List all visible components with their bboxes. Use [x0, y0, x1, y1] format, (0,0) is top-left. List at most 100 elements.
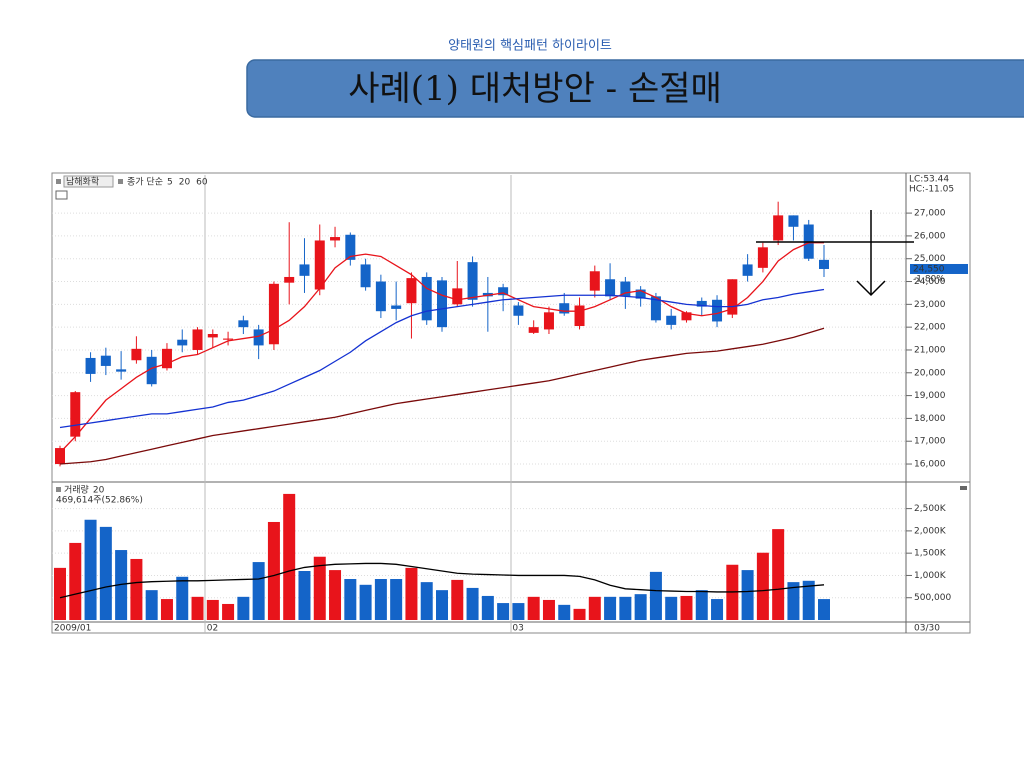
volume-bar [176, 576, 189, 620]
price-tag-box [910, 263, 968, 274]
y-tick-label: 19,000 [914, 391, 946, 401]
legend-entry: 20 [179, 178, 191, 188]
candle-body [207, 334, 218, 338]
volume-bar [619, 596, 632, 620]
volume-bar [283, 493, 296, 620]
y-tick-label: 500,000 [914, 593, 951, 603]
x-tick-label: 2009/01 [54, 624, 91, 634]
volume-bar [115, 550, 128, 620]
panel-icon [960, 486, 967, 490]
candle-body [543, 312, 554, 330]
volume-bar [329, 570, 342, 620]
volume-bar [130, 558, 143, 620]
volume-bar [145, 590, 158, 620]
hc-label: HC:-11.05 [909, 185, 954, 195]
candle-body [268, 283, 279, 345]
y-tick-label: 27,000 [914, 209, 946, 219]
y-tick-label: 22,000 [914, 323, 946, 333]
y-tick-label: 20,000 [914, 368, 946, 378]
volume-bar [54, 567, 66, 620]
volume-bar [160, 599, 173, 620]
settings-icon [55, 190, 68, 200]
volume-bar [818, 599, 830, 620]
candle-body [589, 271, 600, 291]
volume-bar [374, 579, 387, 620]
candle-body [605, 279, 616, 297]
y-tick-label: 24,000 [914, 277, 946, 287]
volume-bar [772, 529, 785, 620]
candle-body [345, 234, 356, 260]
candle-body [406, 278, 417, 304]
candle-body [314, 240, 325, 290]
y-tick-label: 16,000 [914, 460, 946, 470]
candle-body [85, 357, 96, 374]
volume-bar [558, 604, 571, 620]
candle-body [437, 280, 447, 328]
volume-bar [741, 570, 754, 620]
volume-bar [313, 556, 326, 620]
candle-body [559, 303, 570, 314]
candle-body [452, 288, 463, 305]
volume-bar [787, 582, 800, 620]
volume-bar [695, 590, 708, 620]
lc-label: LC:53.44 [909, 175, 949, 185]
legend-entry: 20 [93, 486, 105, 496]
volume-bar [649, 571, 662, 620]
volume-bar [604, 596, 617, 620]
down-arrow-head [856, 280, 886, 297]
candle-body [528, 327, 539, 333]
candle-body [421, 276, 432, 321]
volume-bar [222, 603, 235, 620]
ma-line [59, 562, 825, 599]
volume-bar [481, 595, 494, 620]
y-tick-label: 25,000 [914, 254, 946, 264]
volume-bar [527, 596, 540, 620]
y-tick-label: 2,500K [914, 504, 947, 514]
volume-bar [252, 562, 265, 620]
volume-bar [451, 579, 464, 620]
subtitle: 양태원의 핵심패턴 하이라이트 [448, 39, 612, 54]
candle-body [696, 300, 707, 307]
candle-body [161, 348, 172, 369]
candle-body [681, 312, 692, 321]
legend-icon [118, 179, 123, 184]
candle-body [284, 276, 295, 283]
candle-body [666, 315, 677, 325]
volume-panel: 500,000 1,000K 1,500K 2,000K 2,500K 거래량 20469,… [52, 484, 967, 620]
ma-line [59, 242, 824, 454]
candle-body [100, 355, 111, 366]
volume-bar [206, 599, 219, 620]
candle-body [742, 264, 753, 276]
volume-bar [542, 599, 555, 620]
candle-body [620, 281, 631, 297]
current-date: 03/30 [914, 624, 940, 634]
legend-entry: 5 [167, 178, 173, 188]
volume-bar [267, 521, 280, 620]
title-box [246, 59, 1024, 118]
candle-body [375, 281, 386, 312]
candle-body [574, 305, 585, 327]
candle-body [70, 392, 81, 437]
volume-bar [573, 608, 586, 620]
volume-bar [237, 596, 250, 620]
volume-bar [359, 584, 372, 620]
ma-line [59, 327, 825, 465]
candle-body [727, 279, 738, 315]
volume-bar [756, 552, 769, 620]
title: 사례(1) 대처방안 - 손절매 [348, 69, 722, 109]
candle-body [498, 287, 509, 296]
candle-body [467, 262, 478, 300]
candle-body [819, 259, 829, 269]
candle-body [177, 339, 188, 346]
candle-body [55, 448, 65, 465]
price-panel: 16,000 17,000 18,000 19,000 20,000 21,000 22,0… [52, 175, 968, 634]
legend-prefix: 종가 단순 [127, 177, 163, 188]
candle-body [360, 264, 371, 288]
volume-bar [711, 599, 724, 620]
volume-bar [466, 587, 479, 620]
volume-bar [497, 603, 510, 620]
volume-bar [634, 594, 647, 620]
candle-body [788, 215, 799, 227]
candle-body [757, 247, 768, 268]
